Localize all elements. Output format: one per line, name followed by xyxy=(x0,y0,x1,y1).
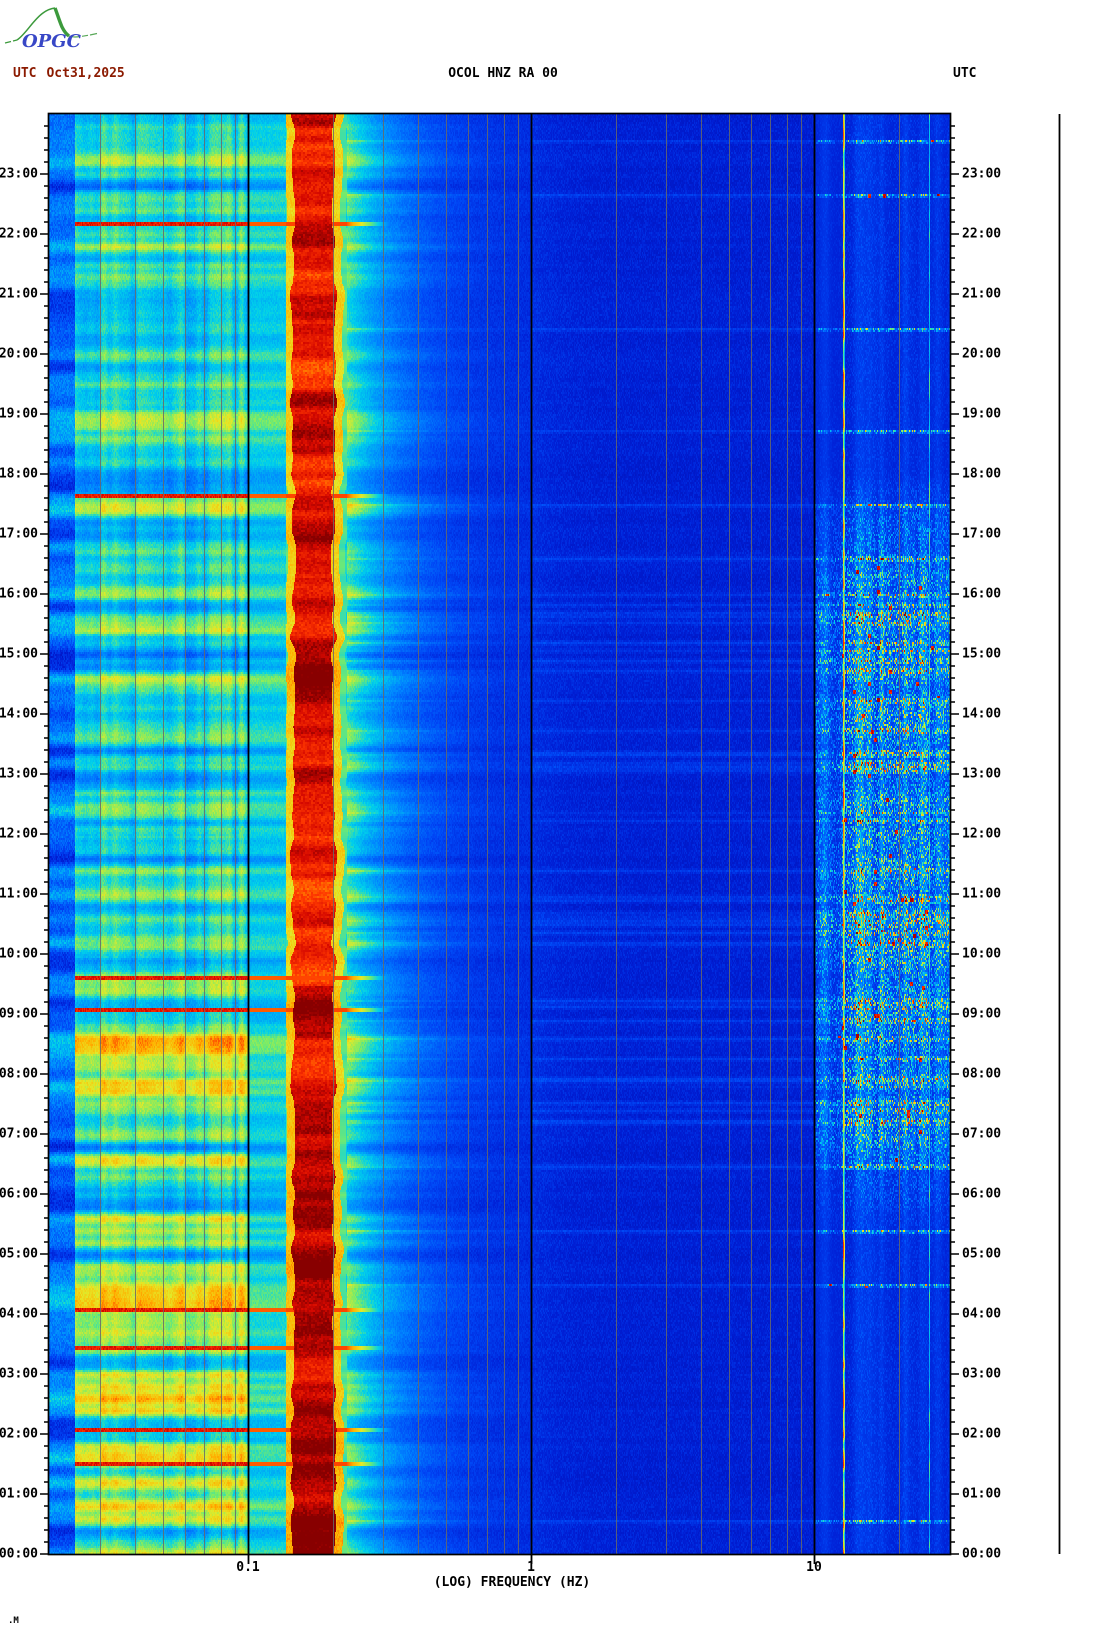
time-label-right: 04:00 xyxy=(962,1306,1002,1322)
time-label-left: 16:00 xyxy=(0,586,38,602)
freq-tick-label: 1 xyxy=(527,1560,535,1575)
time-label-right: 23:00 xyxy=(962,166,1002,182)
time-label-right: 13:00 xyxy=(962,766,1002,782)
time-label-right: 19:00 xyxy=(962,406,1002,422)
utc-label-left: UTC xyxy=(13,66,37,81)
time-label-left: 11:00 xyxy=(0,886,38,902)
time-label-right: 00:00 xyxy=(962,1546,1002,1562)
time-label-right: 18:00 xyxy=(962,466,1002,482)
time-label-left: 09:00 xyxy=(0,1006,38,1022)
logo-tail-dashes xyxy=(68,32,98,38)
opgc-logo: OPGC xyxy=(4,7,98,52)
time-label-left: 03:00 xyxy=(0,1366,38,1382)
logo-baseline-dashes xyxy=(4,39,18,44)
time-label-left: 20:00 xyxy=(0,346,38,362)
time-axis-left: 23:00 22:00 21:00 20:00 19:00 18:00 17:00 16:00… xyxy=(0,0,38,1634)
time-label-left: 06:00 xyxy=(0,1186,38,1202)
time-label-right: 22:00 xyxy=(962,226,1002,242)
time-label-left: 04:00 xyxy=(0,1306,38,1322)
time-label-right: 17:00 xyxy=(962,526,1002,542)
time-label-left: 05:00 xyxy=(0,1246,38,1262)
freq-tick-label: 0.1 xyxy=(236,1560,260,1575)
time-label-left: 12:00 xyxy=(0,826,38,842)
time-label-right: 16:00 xyxy=(962,586,1002,602)
logo-mountain-rise xyxy=(16,7,56,41)
time-label-right: 12:00 xyxy=(962,826,1002,842)
time-axis-right: 23:00 22:00 21:00 20:00 19:00 18:00 17:00 16:00… xyxy=(962,0,1007,1634)
time-label-right: 02:00 xyxy=(962,1426,1002,1442)
time-label-left: 00:00 xyxy=(0,1546,38,1562)
spectrogram-heatmap xyxy=(49,114,950,1554)
logo-mountain-flank xyxy=(53,7,71,38)
time-label-right: 01:00 xyxy=(962,1486,1002,1502)
time-label-right: 20:00 xyxy=(962,346,1002,362)
logo-text: OPGC xyxy=(22,31,82,52)
time-label-right: 14:00 xyxy=(962,706,1002,722)
time-label-left: 13:00 xyxy=(0,766,38,782)
time-label-right: 07:00 xyxy=(962,1126,1002,1142)
time-label-left: 02:00 xyxy=(0,1426,38,1442)
time-label-right: 05:00 xyxy=(962,1246,1002,1262)
time-label-left: 19:00 xyxy=(0,406,38,422)
freq-axis-title: (LOG) FREQUENCY (HZ) xyxy=(433,1575,591,1590)
time-label-left: 07:00 xyxy=(0,1126,38,1142)
plot-title: OCOL HNZ RA 00 xyxy=(448,66,558,81)
time-label-right: 15:00 xyxy=(962,646,1002,662)
time-label-left: 23:00 xyxy=(0,166,38,182)
time-label-right: 11:00 xyxy=(962,886,1002,902)
time-label-right: 03:00 xyxy=(962,1366,1002,1382)
time-label-left: 17:00 xyxy=(0,526,38,542)
time-label-left: 01:00 xyxy=(0,1486,38,1502)
time-label-right: 08:00 xyxy=(962,1066,1002,1082)
freq-tick-label: 10 xyxy=(806,1560,822,1575)
time-label-right: 10:00 xyxy=(962,946,1002,962)
corner-mark: .M xyxy=(8,1616,19,1626)
date-label: Oct31,2025 xyxy=(46,66,125,81)
time-label-left: 22:00 xyxy=(0,226,38,242)
header-left: UTC Oct31,2025 xyxy=(13,66,125,81)
time-label-left: 15:00 xyxy=(0,646,38,662)
time-label-left: 10:00 xyxy=(0,946,38,962)
time-label-left: 08:00 xyxy=(0,1066,38,1082)
utc-label-right: UTC xyxy=(953,66,977,81)
time-label-right: 06:00 xyxy=(962,1186,1002,1202)
time-label-left: 14:00 xyxy=(0,706,38,722)
time-label-left: 21:00 xyxy=(0,286,38,302)
time-label-right: 21:00 xyxy=(962,286,1002,302)
time-label-left: 18:00 xyxy=(0,466,38,482)
time-label-right: 09:00 xyxy=(962,1006,1002,1022)
